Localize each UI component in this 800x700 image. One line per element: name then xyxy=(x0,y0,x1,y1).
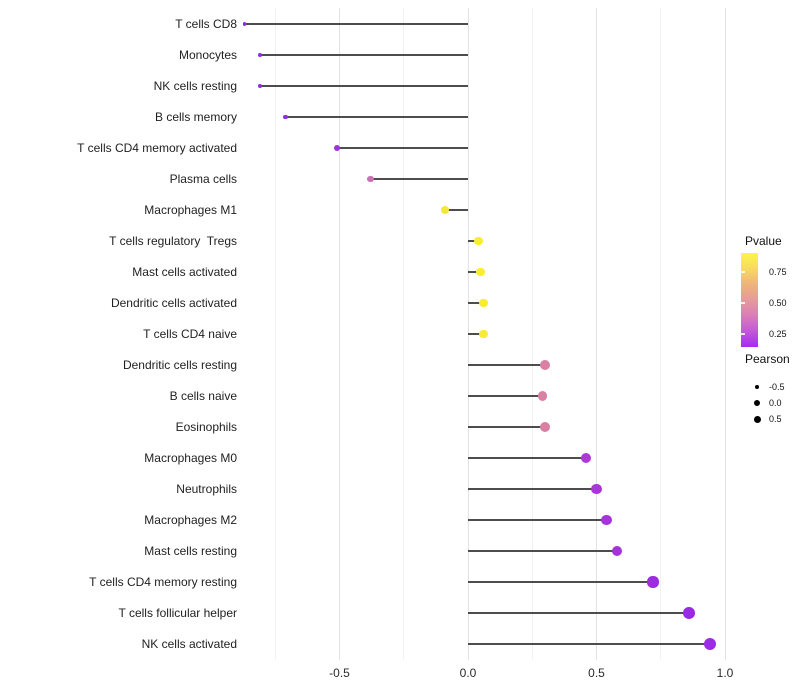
pvalue-tick-label: 0.75 xyxy=(769,267,787,277)
pvalue-legend-title: Pvalue xyxy=(745,234,782,248)
category-label: T cells CD4 naive xyxy=(143,327,237,341)
category-label: Mast cells resting xyxy=(144,544,237,558)
lollipop-dot xyxy=(257,84,262,88)
pvalue-tick-label: 0.25 xyxy=(769,329,787,339)
category-label: T cells regulatory Tregs xyxy=(109,234,237,248)
lollipop-stem xyxy=(259,85,468,87)
x-tick-label: -0.5 xyxy=(329,666,350,680)
lollipop-dot xyxy=(257,53,262,57)
category-label: Macrophages M0 xyxy=(144,451,237,465)
lollipop-stem xyxy=(370,178,468,180)
category-label: Monocytes xyxy=(178,48,237,62)
x-tick-label: 0.0 xyxy=(459,666,477,680)
lollipop-stem xyxy=(259,54,468,56)
pearson-legend-title: Pearson xyxy=(745,352,790,366)
lollipop-dot xyxy=(440,205,449,215)
lollipop-dot xyxy=(366,175,374,183)
pearson-legend-label: 0.5 xyxy=(769,414,782,424)
category-label: Dendritic cells activated xyxy=(110,296,237,310)
lollipop-dot xyxy=(647,576,659,588)
x-tick-label: 1.0 xyxy=(716,666,734,680)
category-label: NK cells activated xyxy=(141,637,237,651)
lollipop-dot xyxy=(283,114,288,120)
lollipop-stem xyxy=(468,302,484,304)
pearson-legend-dot xyxy=(754,384,760,390)
lollipop-stem xyxy=(444,209,468,211)
category-label: NK cells resting xyxy=(153,79,237,93)
lollipop-dot xyxy=(473,236,483,246)
lollipop-stem xyxy=(468,457,587,459)
lollipop-stem xyxy=(468,612,690,614)
pearson-legend-dot xyxy=(753,415,761,423)
category-label: Macrophages M1 xyxy=(144,203,237,217)
category-label: Mast cells activated xyxy=(132,265,237,279)
lollipop-stem xyxy=(468,426,546,428)
gridline-minor xyxy=(660,8,662,660)
lollipop-dot xyxy=(601,514,613,526)
category-label: Eosinophils xyxy=(175,420,237,434)
category-label: T cells CD4 memory activated xyxy=(77,141,237,155)
category-label: B cells memory xyxy=(154,110,237,124)
colorbar-tick xyxy=(741,270,745,273)
lollipop-dot xyxy=(540,422,551,432)
lollipop-stem xyxy=(468,550,618,552)
gridline-minor xyxy=(274,8,276,660)
lollipop-stem xyxy=(336,147,468,149)
lollipop-stem xyxy=(468,488,597,490)
pearson-legend-dot xyxy=(754,400,760,406)
pvalue-tick-label: 0.50 xyxy=(769,298,787,308)
category-label: Dendritic cells resting xyxy=(122,358,237,372)
category-label: Neutrophils xyxy=(176,482,237,496)
gridline-major xyxy=(596,8,597,660)
gridline-minor xyxy=(403,8,405,660)
lollipop-dot xyxy=(478,329,488,339)
lollipop-stem xyxy=(468,395,543,397)
pvalue-colorbar xyxy=(741,253,758,347)
lollipop-stem xyxy=(468,581,654,583)
category-label: T cells CD8 xyxy=(175,17,237,31)
category-label: Plasma cells xyxy=(169,172,237,186)
lollipop-dot xyxy=(683,607,695,619)
category-label: Macrophages M2 xyxy=(144,513,237,527)
colorbar-tick xyxy=(741,333,745,336)
pearson-legend-label: 0.0 xyxy=(769,398,782,408)
lollipop-dot xyxy=(703,637,716,650)
lollipop-dot xyxy=(476,267,486,277)
lollipop-dot xyxy=(242,22,247,26)
x-tick-label: 0.5 xyxy=(588,666,605,680)
lollipop-stem xyxy=(468,240,479,242)
category-label: T cells CD4 memory resting xyxy=(89,575,237,589)
category-label: B cells naive xyxy=(169,389,237,403)
lollipop-dot xyxy=(591,483,602,495)
lollipop-stem xyxy=(244,23,468,25)
lollipop-dot xyxy=(537,391,548,401)
lollipop-stem xyxy=(468,643,710,645)
lollipop-stem xyxy=(468,333,484,335)
lollipop-stem xyxy=(468,271,481,273)
lollipop-dot xyxy=(580,452,592,464)
pearson-legend-label: -0.5 xyxy=(769,382,785,392)
gridline-major xyxy=(339,8,340,660)
colorbar-tick xyxy=(741,302,745,304)
lollipop-dot xyxy=(611,545,623,557)
category-label: T cells follicular helper xyxy=(118,606,238,620)
lollipop-dot xyxy=(333,144,340,152)
lollipop-dot xyxy=(540,360,551,370)
gridline-minor xyxy=(531,8,533,660)
lollipop-stem xyxy=(468,364,546,366)
lollipop-dot xyxy=(478,298,488,308)
gridline-major xyxy=(724,8,726,660)
lollipop-stem xyxy=(468,519,607,521)
lollipop-stem xyxy=(285,116,468,118)
